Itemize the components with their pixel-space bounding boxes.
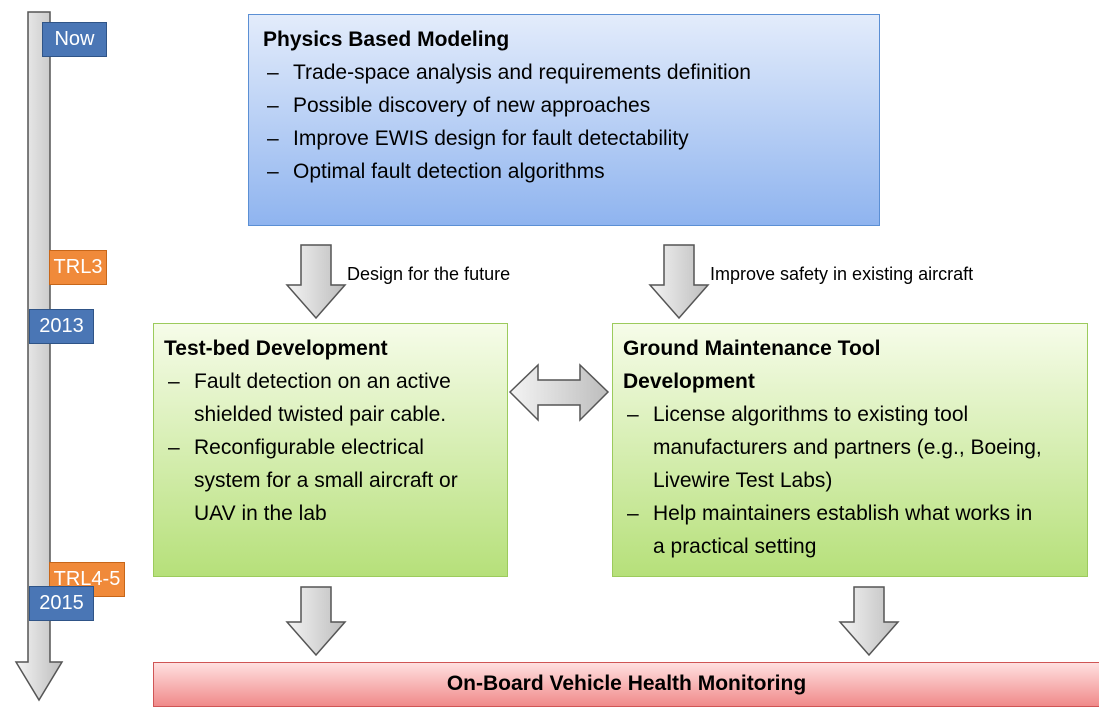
bullet: Fault detection on an active shielded tw… (164, 365, 464, 431)
arrow-label: Improve safety in existing aircraft (710, 264, 974, 284)
bottom-box: On-Board Vehicle Health Monitoring (153, 662, 1099, 707)
bullet: License algorithms to existing tool manu… (623, 398, 1073, 497)
timeline-label: Now (42, 22, 107, 57)
box-title: Physics Based Modeling (263, 28, 510, 51)
down-arrow (285, 244, 347, 320)
testbed-box: Test-bed Development Fault detection on … (153, 323, 508, 577)
bullet: Optimal fault detection algorithms (263, 155, 869, 188)
arrow-label: Design for the future (347, 264, 511, 284)
down-arrow (285, 586, 347, 657)
bullet: Trade-space analysis and requirements de… (263, 56, 869, 89)
physics-box: Physics Based Modeling Trade-space analy… (248, 14, 880, 226)
timeline-label: 2015 (29, 586, 94, 621)
ground-box: Ground Maintenance Tool Development Lice… (612, 323, 1088, 577)
box-title: On-Board Vehicle Health Monitoring (446, 672, 807, 695)
bullet: Reconfigurable electrical system for a s… (164, 431, 494, 530)
timeline-arrow (14, 11, 64, 702)
bullet: Possible discovery of new approaches (263, 89, 869, 122)
down-arrow (838, 586, 900, 657)
double-arrow (508, 363, 610, 422)
box-title: Test-bed Development (164, 337, 388, 360)
bullet: Help maintainers establish what works in… (623, 497, 1033, 563)
timeline-label: TRL3 (49, 250, 107, 285)
down-arrow (648, 244, 710, 320)
bullet: Improve EWIS design for fault detectabil… (263, 122, 869, 155)
box-title: Ground Maintenance Tool Development (623, 337, 881, 393)
timeline-label: 2013 (29, 309, 94, 344)
